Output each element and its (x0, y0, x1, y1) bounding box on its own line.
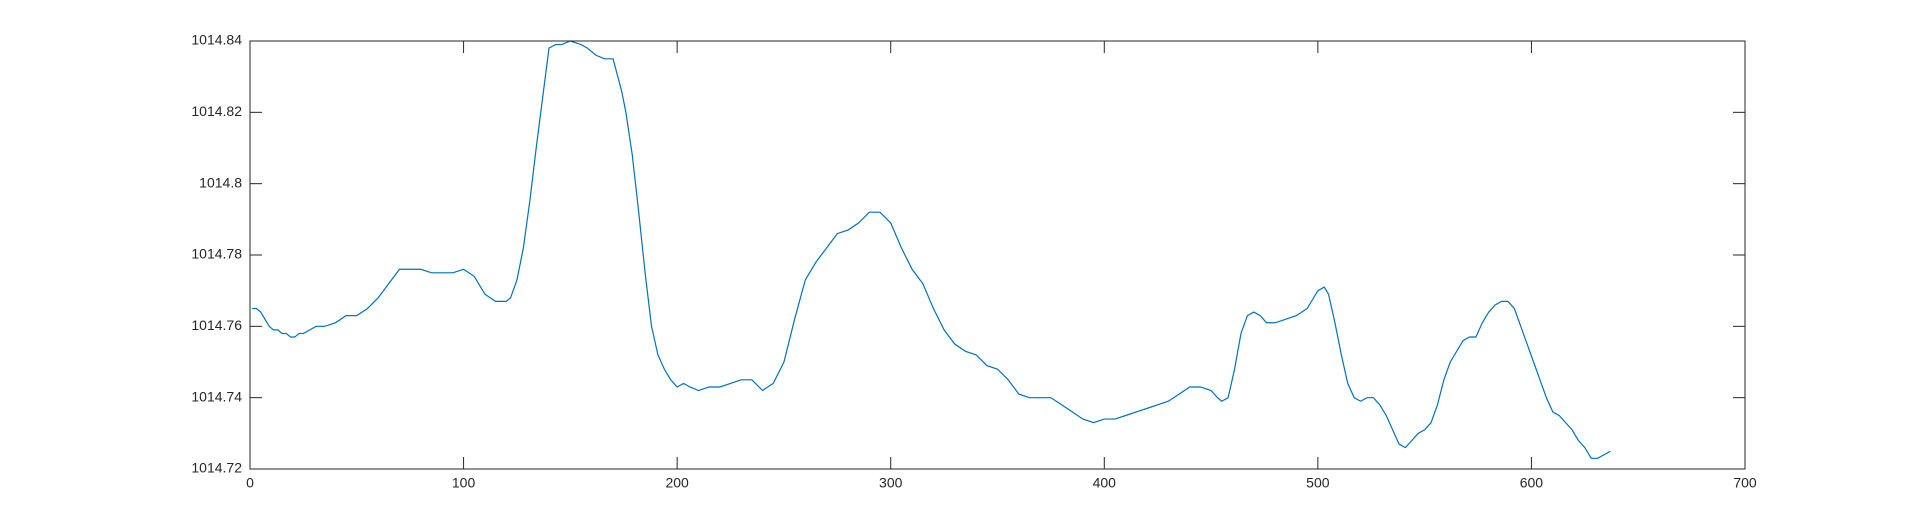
x-tick-label: 200 (665, 474, 689, 490)
x-tick-label: 300 (879, 474, 903, 490)
y-tick-label: 1014.72 (191, 460, 242, 476)
y-tick-label: 1014.76 (191, 317, 242, 333)
x-tick-label: 600 (1520, 474, 1544, 490)
series-line (252, 40, 1611, 459)
x-tick-label: 500 (1306, 474, 1330, 490)
x-tick-label: 100 (452, 474, 476, 490)
y-tick-label: 1014.84 (191, 32, 242, 48)
x-tick-label: 400 (1093, 474, 1117, 490)
axes-box (249, 40, 1746, 470)
y-tick-label: 1014.74 (191, 388, 242, 404)
x-tick-label: 0 (246, 474, 254, 490)
plot-area (250, 41, 1745, 469)
tick-labels: 0 100 200 300 400 500 600 700 1014.72 1014.74 1014… (191, 32, 1757, 491)
y-tick-label: 1014.78 (191, 246, 242, 262)
y-tick-label: 1014.82 (191, 103, 242, 119)
y-tick-label: 1014.8 (199, 174, 242, 190)
x-tick-label: 700 (1733, 474, 1757, 490)
